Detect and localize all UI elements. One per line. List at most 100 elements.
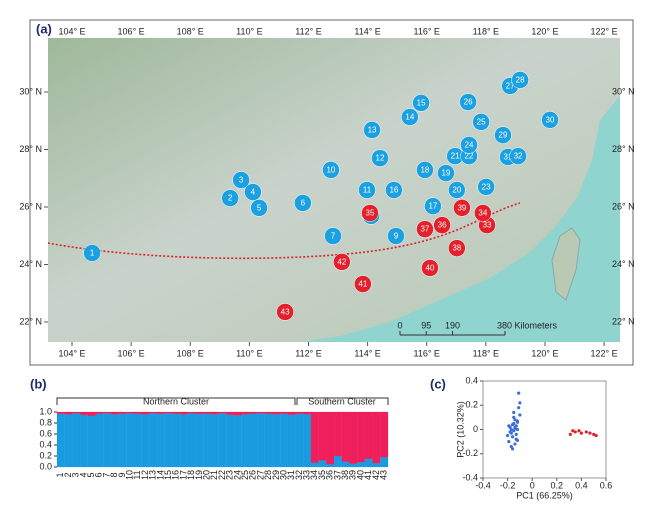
bar-segment: [303, 414, 312, 468]
population-label: 23: [482, 182, 491, 191]
lon-label: 122° E: [591, 26, 618, 36]
x-tick-label: 19: [194, 470, 204, 480]
point: [579, 431, 584, 435]
bar-segment: [303, 411, 312, 415]
population-label: 6: [301, 199, 306, 208]
bar-segment: [357, 411, 366, 463]
population-label: 19: [441, 169, 450, 178]
x-tick-label: 8: [109, 472, 119, 477]
lat-label: 26° N: [612, 201, 635, 211]
bar-segment: [257, 411, 265, 414]
point: [518, 413, 522, 417]
point: [514, 432, 518, 436]
x-tick-label: 38: [340, 470, 350, 480]
point: [584, 430, 588, 434]
population: [433, 216, 451, 234]
x-tick-label: 1: [55, 472, 65, 477]
x-tick-label: 24: [232, 470, 242, 480]
bar-segment: [203, 413, 212, 468]
x-tick-label: 29: [271, 470, 281, 480]
bar-segment: [372, 463, 381, 468]
x-tick-label: 23: [225, 470, 235, 480]
x-tick-label: 14: [155, 470, 165, 480]
pca-plot: (c) -0.4 -0.2 0 0.2 0.4 0.6-0.4-0.200.20.4PC1…: [430, 375, 612, 500]
population-label: 2: [228, 194, 233, 203]
population: [324, 227, 342, 245]
bar-segment: [287, 411, 296, 415]
population: [276, 303, 294, 321]
point: [509, 427, 513, 432]
population: [371, 149, 389, 167]
population-label: 11: [363, 186, 372, 195]
x-tick-label: -0.4: [475, 480, 491, 490]
bar-segment: [280, 413, 289, 468]
population: [412, 94, 430, 112]
bar-segment: [249, 411, 258, 414]
x-tick-label: -0.2: [500, 480, 516, 490]
bar-segment: [241, 414, 250, 468]
bar-segment: [341, 411, 350, 462]
bar-segment: [64, 414, 73, 468]
bar-segment: [349, 411, 358, 464]
y-tick-label: 0.8: [39, 417, 52, 427]
lat-label: 30° N: [612, 86, 635, 96]
x-tick-label: 10: [125, 470, 135, 480]
bar-segment: [164, 413, 173, 468]
lon-label: 118° E: [473, 26, 499, 36]
population: [416, 161, 434, 179]
lat-label: 24° N: [612, 259, 635, 269]
population: [361, 204, 379, 222]
point: [509, 444, 513, 449]
bar-segment: [156, 413, 165, 468]
bar-segment: [95, 411, 104, 414]
bar-segment: [326, 464, 335, 468]
bar-segment: [295, 411, 304, 414]
lon-label: 110° E: [236, 348, 262, 358]
population-label: 34: [478, 209, 487, 218]
population: [437, 164, 455, 182]
point: [512, 410, 516, 415]
lon-label: 122° E: [591, 348, 618, 358]
bar-segment: [110, 414, 119, 468]
bar-segment: [287, 414, 296, 468]
x-tick-label: 34: [309, 470, 319, 480]
lon-label: 106° E: [118, 26, 145, 36]
lon-label: 108° E: [177, 348, 204, 358]
scale-label: 95: [421, 320, 431, 330]
bar-segment: [372, 411, 381, 464]
x-tick-label: 35: [317, 470, 327, 480]
population: [511, 71, 529, 89]
bar-segment: [180, 411, 188, 415]
bar-segment: [280, 411, 289, 414]
x-tick-label: 5: [86, 472, 96, 477]
population-label: 10: [326, 166, 335, 175]
population: [401, 108, 419, 126]
bar-segment: [241, 411, 250, 415]
y-tick-label: 0.6: [39, 428, 52, 438]
bar-segment: [257, 413, 265, 468]
bar-segment: [264, 411, 273, 414]
population-label: 29: [499, 131, 508, 140]
population-label: 36: [438, 221, 447, 230]
bar-segment: [156, 411, 165, 414]
bar-segment: [318, 411, 327, 461]
y-tick-label: 0.2: [39, 450, 52, 460]
x-tick-label: 0.2: [551, 480, 564, 490]
population-label: 13: [368, 126, 377, 135]
point: [577, 429, 581, 433]
population-label: 32: [514, 152, 523, 161]
population-label: 28: [516, 76, 525, 85]
cluster-label: Northern Cluster: [143, 396, 209, 406]
x-tick-label: 2: [63, 472, 73, 477]
bar-segment: [56, 411, 65, 414]
population-label: 41: [358, 280, 367, 289]
population-label: 7: [331, 232, 336, 241]
bar-segment: [87, 411, 96, 416]
scale-label: 190: [445, 320, 460, 330]
plot-frame: [482, 380, 607, 479]
bar-segment: [310, 462, 319, 468]
y-tick-label: 0.4: [465, 375, 478, 385]
bar-segment: [233, 415, 242, 468]
x-tick-label: 0: [530, 480, 535, 490]
scale-label: 0: [397, 320, 402, 330]
